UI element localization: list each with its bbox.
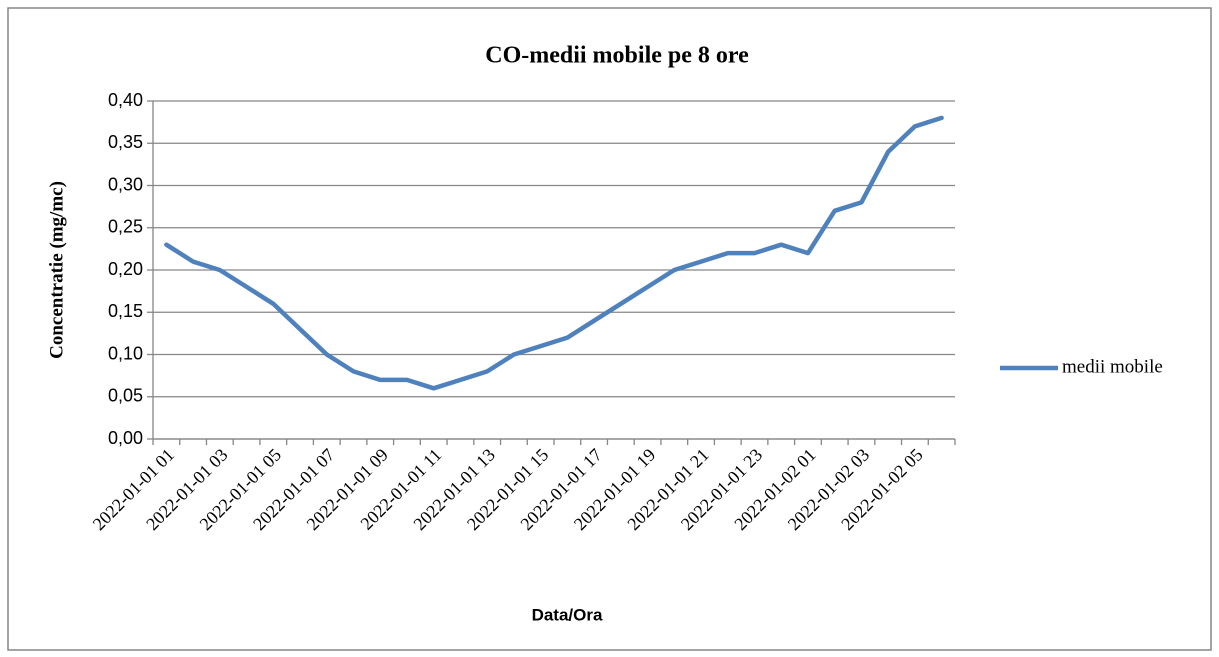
y-tick-label: 0,25 — [108, 217, 143, 237]
y-tick-label: 0,40 — [108, 90, 143, 110]
chart-title: CO-medii mobile pe 8 ore — [485, 43, 749, 69]
series-line — [164, 115, 944, 391]
y-tick-label: 0,15 — [108, 301, 143, 321]
y-tick-label: 0,35 — [108, 132, 143, 152]
y-tick-label: 0,05 — [108, 386, 143, 406]
x-axis-label: Data/Ora — [532, 605, 603, 624]
y-tick-label: 0,30 — [108, 174, 143, 194]
y-axis-label: Concentratie (mg/mc) — [46, 181, 67, 359]
y-tick-label: 0,00 — [108, 428, 143, 448]
y-tick-label: 0,20 — [108, 259, 143, 279]
chart-frame — [7, 7, 1212, 651]
legend-label: medii mobile — [1062, 356, 1163, 377]
y-tick-label: 0,10 — [108, 343, 143, 363]
